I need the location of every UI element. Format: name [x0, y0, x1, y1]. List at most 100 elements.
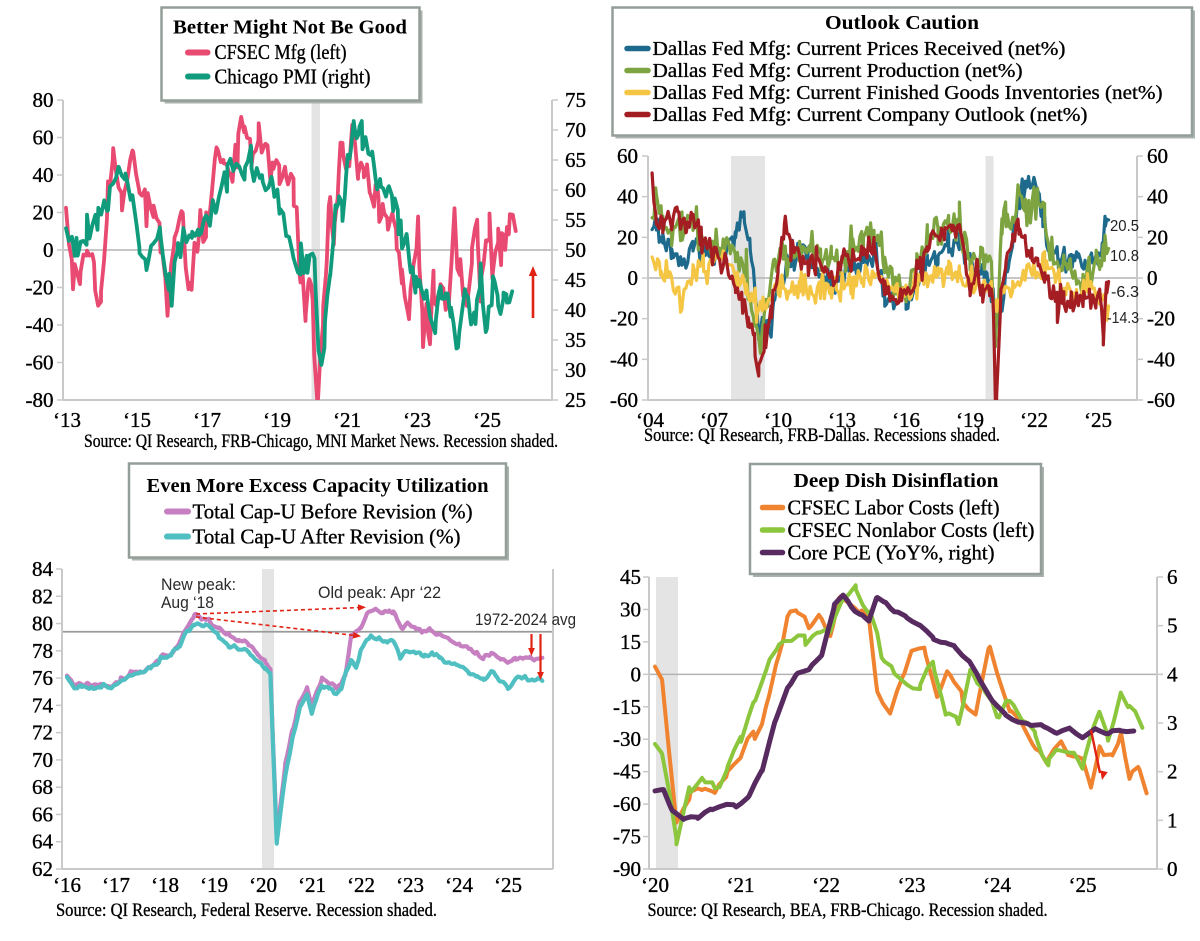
svg-text:5: 5 — [1167, 614, 1178, 638]
svg-text:-14.3: -14.3 — [1107, 310, 1139, 327]
svg-text:‘19: ‘19 — [263, 408, 291, 432]
svg-text:‘19: ‘19 — [200, 873, 228, 897]
svg-text:‘22: ‘22 — [1020, 408, 1048, 432]
svg-text:-15: -15 — [613, 695, 641, 719]
svg-text:‘22: ‘22 — [347, 873, 375, 897]
svg-text:-40: -40 — [26, 313, 54, 337]
svg-text:Deep Dish Disinflation: Deep Dish Disinflation — [794, 470, 999, 492]
svg-text:‘19: ‘19 — [956, 408, 984, 432]
svg-text:0: 0 — [1147, 266, 1158, 290]
svg-text:40: 40 — [617, 185, 638, 209]
svg-text:0: 0 — [43, 238, 54, 262]
svg-text:‘24: ‘24 — [983, 873, 1011, 897]
svg-text:Dallas Fed Mfg: Current Compan: Dallas Fed Mfg: Current Company Outlook … — [653, 104, 1088, 126]
svg-text:Old peak: Apr ‘22: Old peak: Apr ‘22 — [318, 584, 441, 602]
svg-text:Better Might Not Be Good: Better Might Not Be Good — [173, 17, 407, 39]
svg-text:Outlook Caution: Outlook Caution — [825, 12, 979, 34]
svg-text:CFSEC Mfg (left): CFSEC Mfg (left) — [215, 40, 347, 64]
svg-text:10.8: 10.8 — [1110, 248, 1139, 265]
svg-text:60: 60 — [33, 126, 54, 150]
svg-text:‘15: ‘15 — [123, 408, 151, 432]
svg-text:3: 3 — [1167, 711, 1178, 735]
svg-text:45: 45 — [620, 565, 641, 589]
svg-text:40: 40 — [565, 298, 586, 322]
svg-text:64: 64 — [32, 830, 54, 854]
svg-text:‘25: ‘25 — [1069, 873, 1097, 897]
svg-text:‘25: ‘25 — [473, 408, 501, 432]
svg-text:78: 78 — [32, 639, 53, 663]
svg-text:1972-2024 avg: 1972-2024 avg — [475, 611, 576, 629]
svg-text:45: 45 — [565, 268, 586, 292]
svg-text:‘20: ‘20 — [249, 873, 277, 897]
svg-text:Total Cap-U After Revision (%): Total Cap-U After Revision (%) — [193, 525, 461, 549]
svg-text:-6.3: -6.3 — [1111, 284, 1139, 301]
svg-text:Aug ‘18: Aug ‘18 — [161, 594, 214, 612]
svg-text:Chicago PMI (right): Chicago PMI (right) — [215, 65, 371, 89]
svg-text:-30: -30 — [613, 727, 641, 751]
svg-text:65: 65 — [565, 148, 586, 172]
svg-text:‘25: ‘25 — [494, 873, 522, 897]
svg-text:‘13: ‘13 — [828, 408, 856, 432]
svg-text:25: 25 — [565, 388, 586, 412]
svg-text:Even More Excess Capacity Util: Even More Excess Capacity Utilization — [147, 475, 489, 497]
svg-text:62: 62 — [32, 857, 53, 881]
svg-text:-75: -75 — [613, 825, 641, 849]
svg-text:Source: QI Research, BEA, FRB-: Source: QI Research, BEA, FRB-Chicago. R… — [648, 900, 1048, 921]
svg-text:‘17: ‘17 — [193, 408, 221, 432]
svg-text:-45: -45 — [613, 760, 641, 784]
svg-text:-90: -90 — [613, 857, 641, 881]
svg-text:68: 68 — [32, 775, 53, 799]
svg-text:6: 6 — [1167, 565, 1178, 589]
svg-text:‘25: ‘25 — [1084, 408, 1112, 432]
svg-text:‘13: ‘13 — [53, 408, 81, 432]
svg-text:2: 2 — [1167, 760, 1178, 784]
svg-text:‘04: ‘04 — [636, 408, 664, 432]
svg-text:New peak:: New peak: — [161, 576, 236, 594]
svg-text:-60: -60 — [26, 351, 54, 375]
svg-text:80: 80 — [33, 88, 54, 112]
svg-text:30: 30 — [565, 358, 586, 382]
svg-text:4: 4 — [1167, 662, 1178, 686]
svg-text:82: 82 — [32, 584, 53, 608]
svg-text:-60: -60 — [613, 792, 641, 816]
svg-text:55: 55 — [565, 208, 586, 232]
svg-text:0: 0 — [628, 266, 639, 290]
svg-text:60: 60 — [565, 178, 586, 202]
svg-text:-20: -20 — [1147, 307, 1175, 331]
svg-text:‘17: ‘17 — [102, 873, 130, 897]
svg-text:-60: -60 — [1147, 388, 1175, 412]
svg-text:15: 15 — [620, 630, 641, 654]
svg-text:74: 74 — [32, 693, 54, 717]
svg-text:40: 40 — [33, 163, 54, 187]
svg-text:84: 84 — [32, 557, 54, 581]
svg-text:‘23: ‘23 — [403, 408, 431, 432]
svg-text:Dallas Fed Mfg: Current Finish: Dallas Fed Mfg: Current Finished Goods I… — [653, 82, 1163, 104]
svg-text:75: 75 — [565, 88, 586, 112]
svg-text:30: 30 — [620, 597, 641, 621]
svg-text:35: 35 — [565, 328, 586, 352]
svg-text:66: 66 — [32, 802, 53, 826]
svg-text:Dallas Fed Mfg: Current Prices: Dallas Fed Mfg: Current Prices Received … — [653, 38, 1066, 60]
svg-text:-20: -20 — [26, 276, 54, 300]
svg-text:‘21: ‘21 — [727, 873, 755, 897]
svg-text:-40: -40 — [610, 347, 638, 371]
svg-text:-20: -20 — [610, 307, 638, 331]
svg-text:60: 60 — [617, 144, 638, 168]
svg-text:CFSEC Nonlabor Costs (left): CFSEC Nonlabor Costs (left) — [788, 518, 1035, 542]
svg-text:Total Cap-U Before Revision (%: Total Cap-U Before Revision (%) — [193, 500, 473, 524]
svg-text:‘16: ‘16 — [892, 408, 920, 432]
svg-text:70: 70 — [565, 118, 586, 142]
svg-text:Source: QI Research, FRB-Chica: Source: QI Research, FRB-Chicago, MNI Ma… — [84, 431, 558, 452]
svg-text:Source: QI Research, Federal R: Source: QI Research, Federal Reserve. Re… — [56, 900, 437, 921]
svg-text:1: 1 — [1167, 808, 1178, 832]
svg-text:60: 60 — [1147, 144, 1168, 168]
svg-text:72: 72 — [32, 721, 53, 745]
svg-text:20: 20 — [617, 225, 638, 249]
svg-text:‘20: ‘20 — [641, 873, 669, 897]
svg-text:40: 40 — [1147, 185, 1168, 209]
svg-text:20: 20 — [33, 201, 54, 225]
svg-text:-40: -40 — [1147, 347, 1175, 371]
svg-text:‘22: ‘22 — [812, 873, 840, 897]
svg-text:Core PCE (YoY%, right): Core PCE (YoY%, right) — [788, 541, 995, 565]
svg-text:Dallas Fed Mfg: Current Produc: Dallas Fed Mfg: Current Production (net%… — [653, 60, 1023, 82]
